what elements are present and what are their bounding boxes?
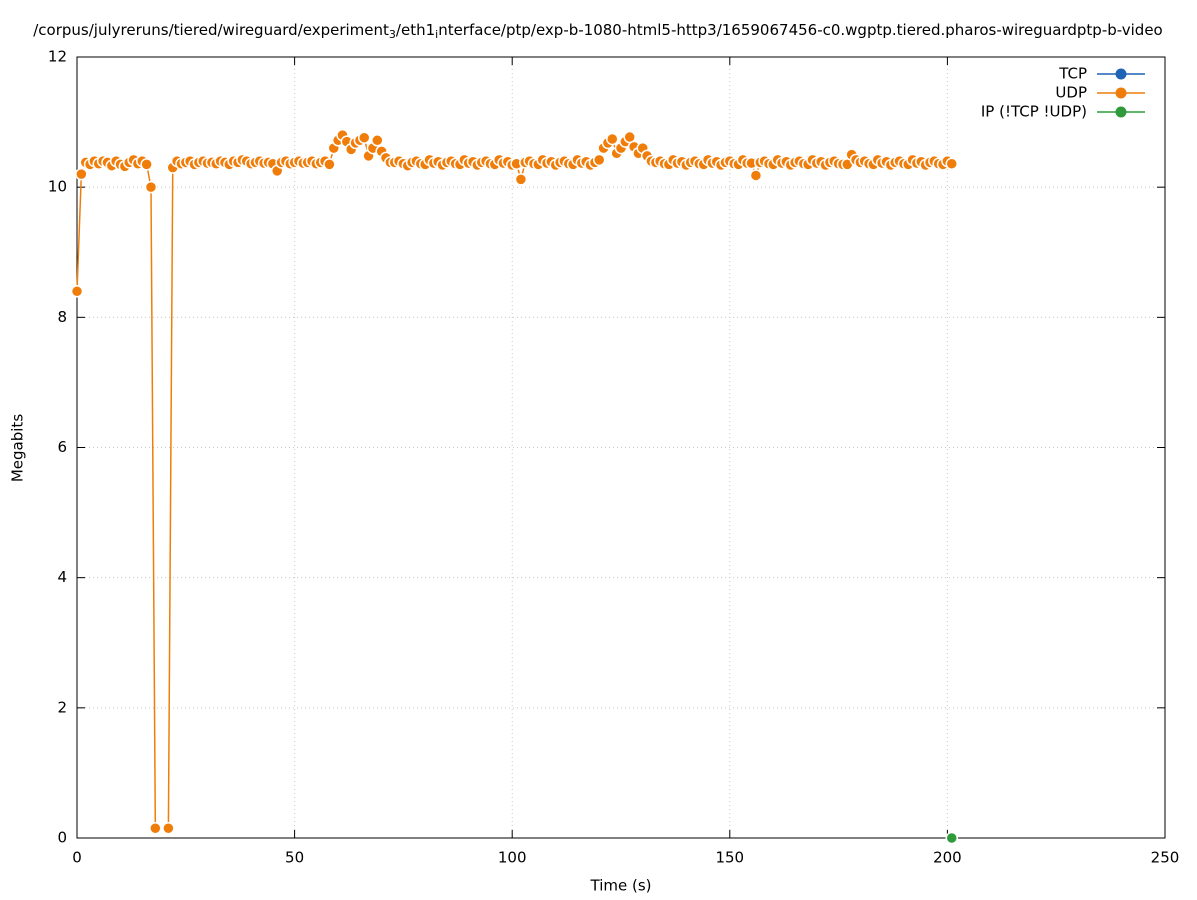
data-point xyxy=(323,158,336,171)
data-point xyxy=(144,180,158,194)
data-point xyxy=(75,167,88,181)
legend-marker xyxy=(1115,106,1127,118)
title-subscript: 3 xyxy=(389,28,396,41)
y-axis-label: Megabits xyxy=(9,414,27,482)
data-point xyxy=(357,131,371,144)
x-tick-label: 150 xyxy=(715,849,744,867)
data-point xyxy=(371,134,384,147)
chart-title: /corpus/julyreruns/tiered/wireguard/expe… xyxy=(33,21,1162,42)
x-axis-label: Time (s) xyxy=(590,877,652,895)
title-part: nterface/ptp/exp-b-1080-html5-http3/1659… xyxy=(438,21,1163,39)
data-point xyxy=(140,158,153,171)
title-part: /eth1 xyxy=(396,21,435,39)
x-tick-label: 250 xyxy=(1151,849,1180,867)
y-tick-label: 2 xyxy=(57,698,67,716)
legend-label: UDP xyxy=(1055,84,1087,102)
data-point xyxy=(514,173,528,186)
y-tick-label: 12 xyxy=(48,48,67,66)
legend-marker xyxy=(1115,87,1127,99)
series-line xyxy=(167,133,953,829)
title-part: /corpus/julyreruns/tiered/wireguard/expe… xyxy=(33,21,389,39)
data-point xyxy=(592,153,606,167)
y-tick-label: 6 xyxy=(57,438,67,456)
legend-label: IP (!TCP !UDP) xyxy=(981,103,1087,121)
x-tick-label: 50 xyxy=(285,849,304,867)
title-subscript: i xyxy=(435,28,438,41)
data-point xyxy=(149,821,162,835)
legend-marker xyxy=(1115,68,1127,80)
data-point xyxy=(945,157,959,170)
series-line xyxy=(76,158,157,829)
data-point xyxy=(162,821,175,835)
data-point xyxy=(945,831,959,845)
y-tick-label: 4 xyxy=(57,568,67,586)
data-point xyxy=(606,132,619,146)
y-tick-label: 0 xyxy=(57,829,67,847)
legend-label: TCP xyxy=(1058,65,1087,83)
y-tick-label: 10 xyxy=(48,178,67,196)
y-tick-label: 8 xyxy=(57,308,67,326)
x-tick-label: 0 xyxy=(72,849,82,867)
x-tick-label: 200 xyxy=(933,849,962,867)
x-tick-label: 100 xyxy=(498,849,527,867)
plot-border xyxy=(76,56,1166,839)
data-point xyxy=(70,285,84,298)
data-point xyxy=(749,169,763,182)
